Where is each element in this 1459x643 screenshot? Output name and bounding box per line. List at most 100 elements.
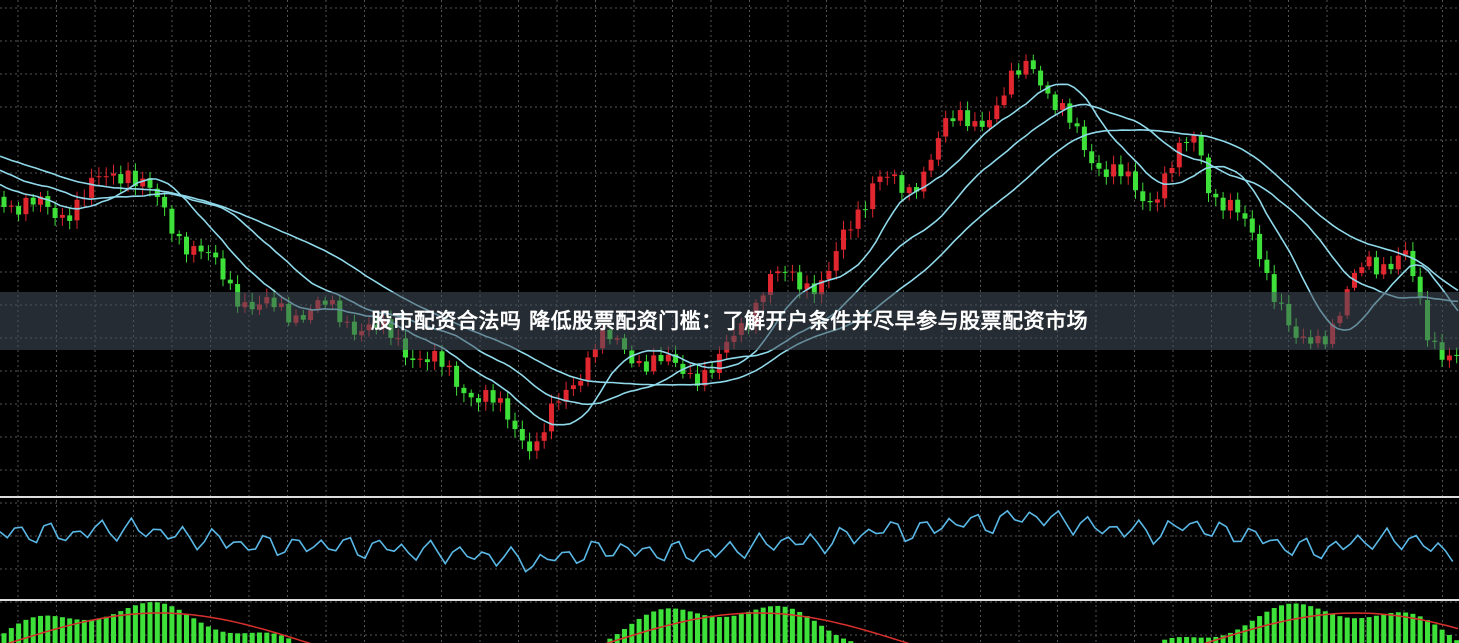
histogram-bar — [213, 629, 219, 643]
histogram-bar — [103, 616, 109, 643]
histogram-bar — [132, 605, 138, 643]
candle-body — [1235, 199, 1241, 213]
histogram-bar — [775, 605, 781, 643]
candle-body — [877, 176, 883, 183]
candle-body — [1140, 191, 1146, 202]
histogram-bar — [220, 631, 226, 643]
histogram-bar — [1220, 635, 1226, 643]
histogram-bar — [1286, 603, 1292, 643]
candle-body — [1118, 164, 1124, 177]
histogram-bar — [702, 615, 708, 643]
candle-body — [833, 251, 839, 271]
candle-body — [563, 389, 569, 402]
histogram-bar — [753, 609, 759, 643]
histogram-bar — [1300, 604, 1306, 643]
histogram-bar — [1308, 606, 1314, 643]
histogram-bar — [768, 606, 773, 643]
candle-body — [410, 358, 416, 361]
histogram-bar — [154, 602, 160, 643]
candle-body — [673, 354, 679, 363]
histogram-bar — [286, 638, 292, 643]
histogram-bar — [1446, 634, 1452, 643]
candle-body — [643, 361, 649, 372]
histogram-bar — [191, 618, 197, 643]
candle-body — [1213, 193, 1219, 198]
histogram-bar — [111, 614, 116, 643]
histogram-bar — [1417, 616, 1423, 643]
histogram-bar — [249, 632, 255, 643]
candle-body — [994, 105, 1000, 120]
histogram-bar — [271, 633, 277, 643]
histogram-bar — [1279, 605, 1284, 643]
histogram-bar — [658, 609, 664, 643]
candle-body — [979, 120, 985, 127]
candle-body — [1184, 141, 1190, 143]
candle-body — [972, 121, 978, 127]
candle-body — [1089, 151, 1095, 164]
histogram-bar — [1315, 608, 1321, 643]
candle-body — [476, 398, 481, 403]
histogram-bar — [804, 616, 810, 643]
candle-body — [695, 373, 700, 386]
candle-body — [1191, 135, 1197, 143]
histogram-bar — [1242, 625, 1248, 643]
histogram-bar — [680, 609, 686, 643]
candle-body — [103, 176, 109, 178]
candle-body — [549, 403, 554, 432]
candle-body — [855, 209, 861, 229]
candle-body — [424, 359, 430, 363]
candle-body — [1111, 164, 1117, 177]
histogram-bar — [125, 608, 131, 643]
histogram-bar — [1403, 612, 1409, 643]
candle-body — [227, 279, 233, 284]
candle-body — [1038, 70, 1044, 86]
candle-body — [702, 370, 708, 386]
histogram-bar — [1264, 611, 1270, 643]
candle-body — [914, 187, 919, 192]
histogram-bar — [1176, 637, 1182, 643]
histogram-bar — [746, 611, 752, 643]
histogram-bar — [709, 616, 715, 643]
histogram-bar — [140, 603, 146, 643]
candle-body — [1176, 142, 1182, 168]
candle-body — [67, 215, 73, 221]
candle-body — [213, 252, 219, 258]
candle-body — [768, 274, 773, 295]
candle-body — [118, 174, 124, 184]
histogram-bar — [59, 617, 65, 643]
histogram-bar — [819, 625, 825, 643]
moving-averages — [0, 83, 1459, 643]
candle-body — [775, 271, 781, 274]
candle-body — [461, 387, 467, 394]
candle-body — [132, 170, 138, 187]
candle-body — [811, 283, 817, 295]
candle-body — [1454, 354, 1459, 356]
candle-body — [957, 110, 963, 121]
candle-body — [16, 206, 22, 215]
candle-body — [154, 188, 160, 198]
candle-body — [446, 365, 452, 368]
candle-body — [198, 245, 204, 252]
candle-body — [184, 236, 189, 255]
candle-body — [1373, 257, 1379, 275]
histogram-bar — [45, 615, 51, 643]
candle-body — [439, 351, 445, 367]
histogram-bar — [198, 622, 204, 643]
histogram-bar — [242, 633, 248, 643]
histogram-bar — [811, 620, 817, 643]
candle-body — [1103, 169, 1109, 177]
histogram-bar — [1454, 640, 1459, 643]
histogram-bar — [760, 607, 766, 643]
candle-body — [205, 252, 211, 254]
candle-body — [45, 196, 51, 207]
histogram-bar — [257, 632, 262, 643]
candle-body — [797, 272, 803, 290]
candle-body — [950, 118, 956, 122]
histogram-bar — [614, 634, 620, 643]
candle-body — [176, 233, 182, 237]
histogram-bar — [607, 638, 613, 643]
candle-body — [1147, 200, 1153, 203]
title: 股市配资合法吗 降低股票配资门槛：了解开户条件并尽早参与股票配资市场 — [370, 309, 1089, 333]
histogram-bar — [1366, 617, 1372, 643]
histogram-bar — [169, 606, 175, 643]
